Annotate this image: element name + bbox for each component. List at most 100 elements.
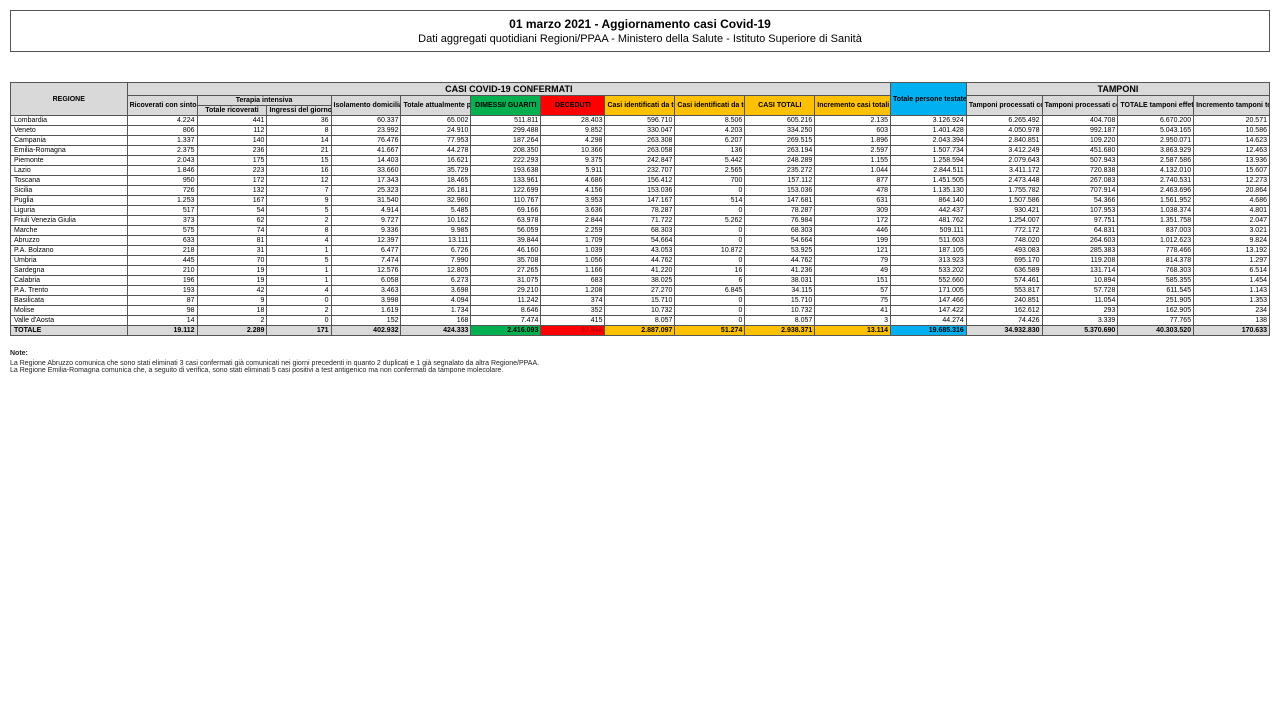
cell: 4.298 <box>541 136 605 146</box>
cell: 240.851 <box>966 296 1042 306</box>
cell: 6.265.492 <box>966 116 1042 126</box>
cell: 34.115 <box>745 286 815 296</box>
cell: 511.603 <box>891 236 967 246</box>
cell: 3.021 <box>1194 226 1270 236</box>
region-name: P.A. Bolzano <box>11 246 128 256</box>
cell: 16 <box>675 266 745 276</box>
cell: 10.872 <box>675 246 745 256</box>
cell: 162.612 <box>966 306 1042 316</box>
cell: 633 <box>127 236 197 246</box>
cell: 2.840.851 <box>966 136 1042 146</box>
cell: 481.762 <box>891 216 967 226</box>
cell: 1.012.623 <box>1118 236 1194 246</box>
cell: 98 <box>127 306 197 316</box>
cell: 445 <box>127 256 197 266</box>
cell: 19 <box>197 266 267 276</box>
cell: 0 <box>675 236 745 246</box>
cell: 7.474 <box>471 316 541 326</box>
notes: Note: La Regione Abruzzo comunica che so… <box>10 350 1270 374</box>
cell: 10.732 <box>605 306 675 316</box>
cell: 3.339 <box>1042 316 1118 326</box>
totals-cell: 2.887.097 <box>605 326 675 336</box>
table-row: Molise981821.6191.7348.64635210.732010.7… <box>11 306 1270 316</box>
cell: 9.824 <box>1194 236 1270 246</box>
cell: 28.403 <box>541 116 605 126</box>
cell: 8 <box>267 226 331 236</box>
cell: 5.911 <box>541 166 605 176</box>
cell: 442.437 <box>891 206 967 216</box>
cell: 2.375 <box>127 146 197 156</box>
cell: 6.058 <box>331 276 401 286</box>
cell: 451.680 <box>1042 146 1118 156</box>
page-subtitle: Dati aggregati quotidiani Regioni/PPAA -… <box>21 33 1259 45</box>
cell: 404.708 <box>1042 116 1118 126</box>
cell: 263.058 <box>605 146 675 156</box>
region-name: Molise <box>11 306 128 316</box>
table-row: Umbria4457057.4747.99035.7081.05644.7620… <box>11 256 1270 266</box>
cell: 133.961 <box>471 176 541 186</box>
cell: 2.473.448 <box>966 176 1042 186</box>
cell: 223 <box>197 166 267 176</box>
cell: 837.003 <box>1118 226 1194 236</box>
region-name: Basilicata <box>11 296 128 306</box>
cell: 76.476 <box>331 136 401 146</box>
col-tamp-ant: Tamponi processati con test antigenico r… <box>1042 96 1118 116</box>
cell: 16 <box>267 166 331 176</box>
cell: 6.670.200 <box>1118 116 1194 126</box>
table-row: P.A. Bolzano2183116.4776.72646.1601.0394… <box>11 246 1270 256</box>
cell: 1.401.428 <box>891 126 967 136</box>
cell: 1.258.594 <box>891 156 967 166</box>
totals-cell: 2.938.371 <box>745 326 815 336</box>
cell: 0 <box>675 316 745 326</box>
table-row: Abruzzo63381412.39713.11139.8441.70954.6… <box>11 236 1270 246</box>
cell: 2.043 <box>127 156 197 166</box>
cell: 44.762 <box>745 256 815 266</box>
cell: 806 <box>127 126 197 136</box>
note-line: La Regione Emilia-Romagna comunica che, … <box>10 367 1270 374</box>
cell: 2.844.511 <box>891 166 967 176</box>
cell: 7.990 <box>401 256 471 266</box>
cell: 9 <box>267 196 331 206</box>
table-row: Piemonte2.0431751514.40316.621222.2939.3… <box>11 156 1270 166</box>
cell: 9.852 <box>541 126 605 136</box>
table-row: Emilia-Romagna2.3752362141.66744.278208.… <box>11 146 1270 156</box>
cell: 172 <box>815 216 891 226</box>
cell: 1.143 <box>1194 286 1270 296</box>
cell: 4.914 <box>331 206 401 216</box>
cell: 2 <box>197 316 267 326</box>
cell: 12.463 <box>1194 146 1270 156</box>
cell: 2.950.071 <box>1118 136 1194 146</box>
cell: 415 <box>541 316 605 326</box>
cell: 3.698 <box>401 286 471 296</box>
cell: 1.351.758 <box>1118 216 1194 226</box>
cell: 778.466 <box>1118 246 1194 256</box>
cell: 6 <box>675 276 745 286</box>
cell: 64.831 <box>1042 226 1118 236</box>
table-row: Liguria5175454.9145.48569.1663.63678.287… <box>11 206 1270 216</box>
cell: 27.265 <box>471 266 541 276</box>
totals-cell: 19.112 <box>127 326 197 336</box>
cell: 596.710 <box>605 116 675 126</box>
cell: 574.461 <box>966 276 1042 286</box>
cell: 218 <box>127 246 197 256</box>
region-name: Lombardia <box>11 116 128 126</box>
cell: 147.167 <box>605 196 675 206</box>
cell: 62 <box>197 216 267 226</box>
cell: 248.289 <box>745 156 815 166</box>
cell: 446 <box>815 226 891 236</box>
cell: 1.135.130 <box>891 186 967 196</box>
cell: 683 <box>541 276 605 286</box>
cell: 172 <box>197 176 267 186</box>
totals-cell: 97.945 <box>541 326 605 336</box>
totals-cell: 2.416.093 <box>471 326 541 336</box>
cell: 1.507.586 <box>966 196 1042 206</box>
cell: 167 <box>197 196 267 206</box>
cell: 4.686 <box>1194 196 1270 206</box>
cell: 187.105 <box>891 246 967 256</box>
cell: 235.272 <box>745 166 815 176</box>
cell: 5.442 <box>675 156 745 166</box>
cell: 930.421 <box>966 206 1042 216</box>
cell: 153.036 <box>605 186 675 196</box>
col-deceduti: DECEDUTI <box>541 96 605 116</box>
cell: 313.923 <box>891 256 967 266</box>
